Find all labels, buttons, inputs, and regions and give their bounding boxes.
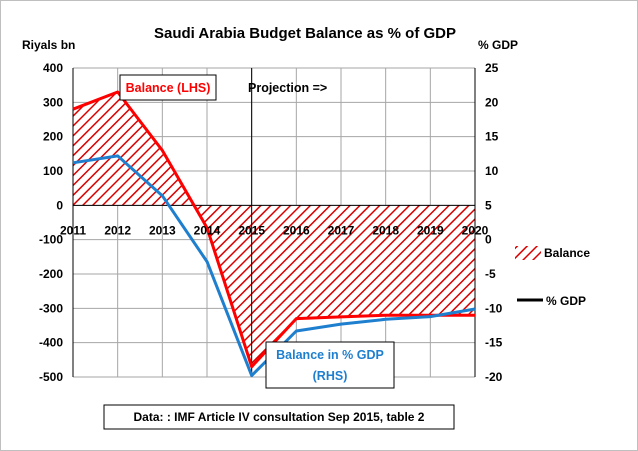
y-right-tick-label: -10 xyxy=(485,301,503,315)
legend-gdp-label: % GDP xyxy=(546,294,586,308)
x-tick-label: 2014 xyxy=(194,223,221,237)
y-right-tick-label: 0 xyxy=(485,233,492,247)
legend: Balance % GDP xyxy=(515,246,590,308)
balance-area xyxy=(73,92,475,367)
x-tick-label: 2013 xyxy=(149,223,176,237)
y-left-tick-label: -100 xyxy=(39,233,63,247)
y-right-tick-label: 20 xyxy=(485,95,499,109)
axes-layer xyxy=(72,68,476,377)
y-left-tick-label: 200 xyxy=(43,130,63,144)
tick-labels-layer: 4003002001000-100-200-300-400-5002520151… xyxy=(39,61,503,384)
x-tick-label: 2017 xyxy=(328,223,355,237)
y-left-tick-label: 0 xyxy=(56,198,63,212)
x-tick-label: 2012 xyxy=(104,223,131,237)
x-tick-label: 2015 xyxy=(238,223,265,237)
gdp-rhs-label-box: Balance in % GDP (RHS) xyxy=(265,341,395,389)
y-right-tick-label: -5 xyxy=(485,267,496,281)
y-right-tick-label: 25 xyxy=(485,61,499,75)
y-left-tick-label: 300 xyxy=(43,95,63,109)
y-left-tick-label: -500 xyxy=(39,370,63,384)
source-note: Data: : IMF Article IV consultation Sep … xyxy=(134,410,425,424)
y-left-tick-label: 400 xyxy=(43,61,63,75)
x-tick-label: 2011 xyxy=(60,223,86,237)
x-tick-label: 2019 xyxy=(417,223,444,237)
y-right-tick-label: 10 xyxy=(485,164,499,178)
y-left-tick-label: -200 xyxy=(39,267,63,281)
y-right-tick-label: 15 xyxy=(485,130,499,144)
y-right-axis-label: % GDP xyxy=(478,38,518,52)
gdp-rhs-label-line1: Balance in % GDP xyxy=(276,348,384,362)
legend-balance-swatch xyxy=(515,246,541,260)
y-right-tick-label: -20 xyxy=(485,370,503,384)
y-left-tick-label: -300 xyxy=(39,301,63,315)
balance-area-layer xyxy=(73,92,475,367)
legend-balance-label: Balance xyxy=(544,246,590,260)
y-left-tick-label: -400 xyxy=(39,336,63,350)
x-tick-label: 2018 xyxy=(372,223,399,237)
balance-lhs-label-box: Balance (LHS) xyxy=(119,74,217,101)
y-right-tick-label: 5 xyxy=(485,198,492,212)
gdp-rhs-label-line2: (RHS) xyxy=(313,369,348,383)
balance-lhs-label: Balance (LHS) xyxy=(126,81,211,95)
chart-title: Saudi Arabia Budget Balance as % of GDP xyxy=(154,25,456,42)
y-left-tick-label: 100 xyxy=(43,164,63,178)
x-tick-label: 2016 xyxy=(283,223,310,237)
source-note-box: Data: : IMF Article IV consultation Sep … xyxy=(103,404,455,430)
projection-label: Projection => xyxy=(248,81,327,95)
x-tick-label: 2020 xyxy=(462,223,489,237)
y-right-tick-label: -15 xyxy=(485,336,503,350)
y-left-axis-label: Riyals bn xyxy=(22,38,75,52)
